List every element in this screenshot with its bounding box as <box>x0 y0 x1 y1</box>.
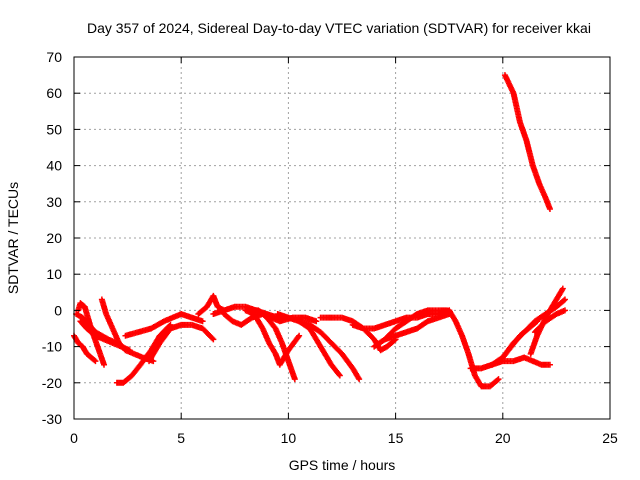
y-tick-label: 20 <box>46 230 62 246</box>
y-tick-label: -30 <box>42 411 62 427</box>
y-tick-label: 70 <box>46 49 62 65</box>
data-point <box>336 372 343 379</box>
data-point <box>546 206 553 213</box>
data-point <box>101 361 108 368</box>
data-point <box>210 336 217 343</box>
data-point <box>199 318 206 325</box>
series-track-7 <box>122 311 206 339</box>
data-point <box>291 376 298 383</box>
series-track-19 <box>381 311 453 343</box>
series-track-20 <box>446 307 502 390</box>
series-track-16 <box>317 314 399 354</box>
data-point <box>92 358 99 365</box>
data-point <box>546 361 553 368</box>
data-point <box>313 318 320 325</box>
series-track-22 <box>489 354 553 368</box>
data-point <box>296 332 303 339</box>
data-point <box>494 377 501 384</box>
x-tick-label: 25 <box>602 430 618 446</box>
data-point <box>561 296 568 303</box>
x-tick-label: 15 <box>388 430 404 446</box>
y-tick-label: 30 <box>46 194 62 210</box>
series-track-3 <box>75 300 108 368</box>
y-tick-label: 0 <box>54 302 62 318</box>
y-axis-label: SDTVAR / TECUs <box>5 182 21 294</box>
y-tick-label: 60 <box>46 85 62 101</box>
series-track-1 <box>71 332 99 365</box>
y-axis: -30 -20 -10 0 10 20 30 40 50 60 70 <box>42 49 610 427</box>
y-tick-label: -10 <box>42 339 62 355</box>
data-marks <box>71 72 568 390</box>
data-point <box>91 357 98 364</box>
data-point <box>295 333 302 340</box>
data-point <box>495 376 502 383</box>
y-tick-label: 50 <box>46 121 62 137</box>
x-axis-label: GPS time / hours <box>289 457 396 473</box>
x-tick-label: 0 <box>70 430 78 446</box>
x-tick-label: 10 <box>281 430 297 446</box>
series-track-13 <box>246 307 298 383</box>
x-tick-label: 20 <box>495 430 511 446</box>
x-tick-label: 5 <box>177 430 185 446</box>
data-point <box>209 335 216 342</box>
y-tick-label: -20 <box>42 375 62 391</box>
y-tick-label: 40 <box>46 158 62 174</box>
y-tick-label: 10 <box>46 266 62 282</box>
data-point <box>335 371 342 378</box>
grid <box>74 57 610 419</box>
series-track-15 <box>296 318 363 383</box>
x-axis: 0 5 10 15 20 25 <box>70 57 618 446</box>
series-track-26 <box>501 72 553 213</box>
data-point <box>559 285 566 292</box>
chart-title: Day 357 of 2024, Sidereal Day-to-day VTE… <box>87 20 591 36</box>
data-point <box>560 297 567 304</box>
data-point <box>356 376 363 383</box>
series-track-14 <box>274 311 343 379</box>
series-track-8 <box>146 321 217 365</box>
series-track-25 <box>531 307 568 336</box>
data-point <box>561 307 568 314</box>
